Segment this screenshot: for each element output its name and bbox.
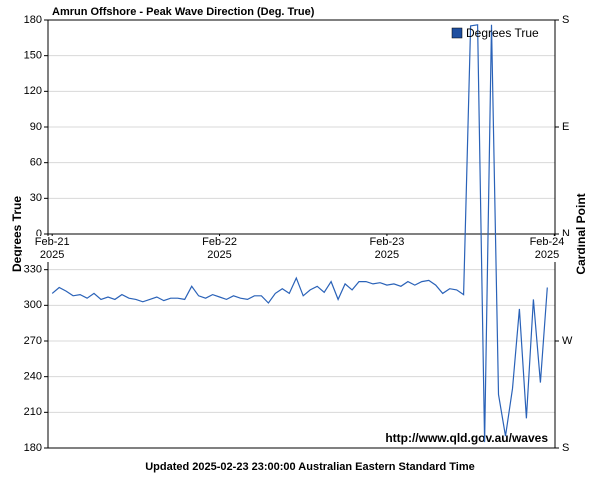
data-line [51, 24, 548, 443]
y-tick-label: 150 [24, 50, 42, 62]
y-tick-label: 90 [30, 121, 42, 133]
y2-tick-label: W [562, 335, 573, 347]
y-tick-label: 60 [30, 157, 42, 169]
y2-tick-label: E [562, 121, 569, 133]
y-axis-label: Degrees True [10, 196, 24, 272]
y-tick-label: 0 [36, 228, 42, 240]
y-tick-label: 180 [24, 442, 42, 454]
y2-axis-label: Cardinal Point [574, 193, 588, 274]
x-tick-label: Feb-23 2025 [356, 236, 417, 262]
y2-tick-label: S [562, 442, 569, 454]
x-tick-label: Feb-21 2025 [22, 236, 83, 262]
footer: Updated 2025-02-23 23:00:00 Australian E… [145, 461, 475, 473]
legend-label: Degrees True [466, 26, 539, 40]
watermark: http://www.qld.gov.au/waves [385, 431, 548, 445]
x-tick-label: Feb-24 2025 [517, 236, 577, 262]
y2-tick-label: N [562, 228, 570, 240]
y-tick-label: 120 [24, 85, 42, 97]
y-tick-label: 300 [24, 299, 42, 311]
x-tick-label: Feb-22 2025 [189, 236, 250, 262]
y-tick-label: 240 [24, 371, 42, 383]
legend-swatch [451, 27, 463, 39]
y-tick-label: 180 [24, 14, 42, 26]
y-tick-label: 210 [24, 406, 42, 418]
y-tick-label: 330 [24, 264, 42, 276]
chart-title: Amrun Offshore - Peak Wave Direction (De… [52, 6, 315, 18]
y-tick-label: 30 [30, 192, 42, 204]
y-tick-label: 270 [24, 335, 42, 347]
y2-tick-label: S [562, 14, 569, 26]
